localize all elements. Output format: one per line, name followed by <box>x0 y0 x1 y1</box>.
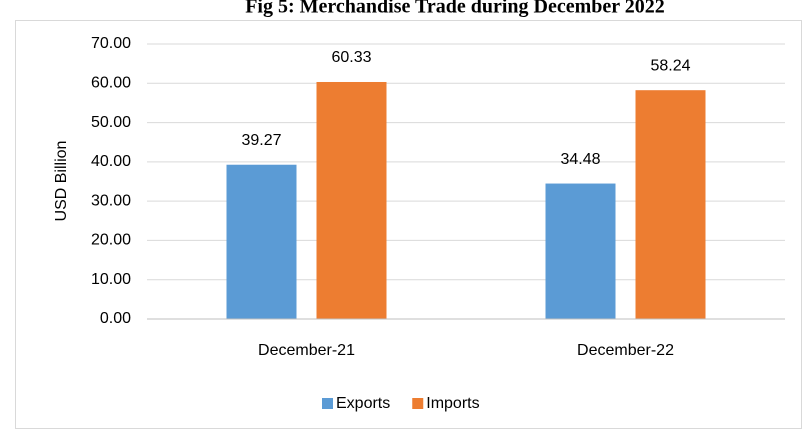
legend-label: Exports <box>336 395 390 412</box>
y-axis-label: USD Billion <box>53 141 70 222</box>
y-tick-label: 40.00 <box>91 153 131 170</box>
y-tick-label: 60.00 <box>91 75 131 92</box>
data-label: 58.24 <box>650 57 690 74</box>
y-tick-label: 50.00 <box>91 114 131 131</box>
bar <box>635 90 706 319</box>
data-label: 34.48 <box>560 151 600 168</box>
y-tick-label: 30.00 <box>91 192 131 209</box>
legend-label: Imports <box>426 395 479 412</box>
chart-title: Fig 5: Merchandise Trade during December… <box>245 0 665 18</box>
x-tick-label: December-22 <box>577 342 674 359</box>
legend-swatch <box>412 398 424 409</box>
y-tick-label: 70.00 <box>91 35 131 52</box>
legend-swatch <box>322 398 333 409</box>
bar <box>226 164 297 319</box>
y-tick-label: 0.00 <box>100 310 131 327</box>
data-label: 39.27 <box>241 132 281 149</box>
y-tick-label: 20.00 <box>91 232 131 249</box>
bar <box>316 81 387 319</box>
y-tick-label: 10.00 <box>91 271 131 288</box>
x-tick-label: December-21 <box>258 342 355 359</box>
data-label: 60.33 <box>331 49 371 66</box>
bar <box>545 183 616 319</box>
